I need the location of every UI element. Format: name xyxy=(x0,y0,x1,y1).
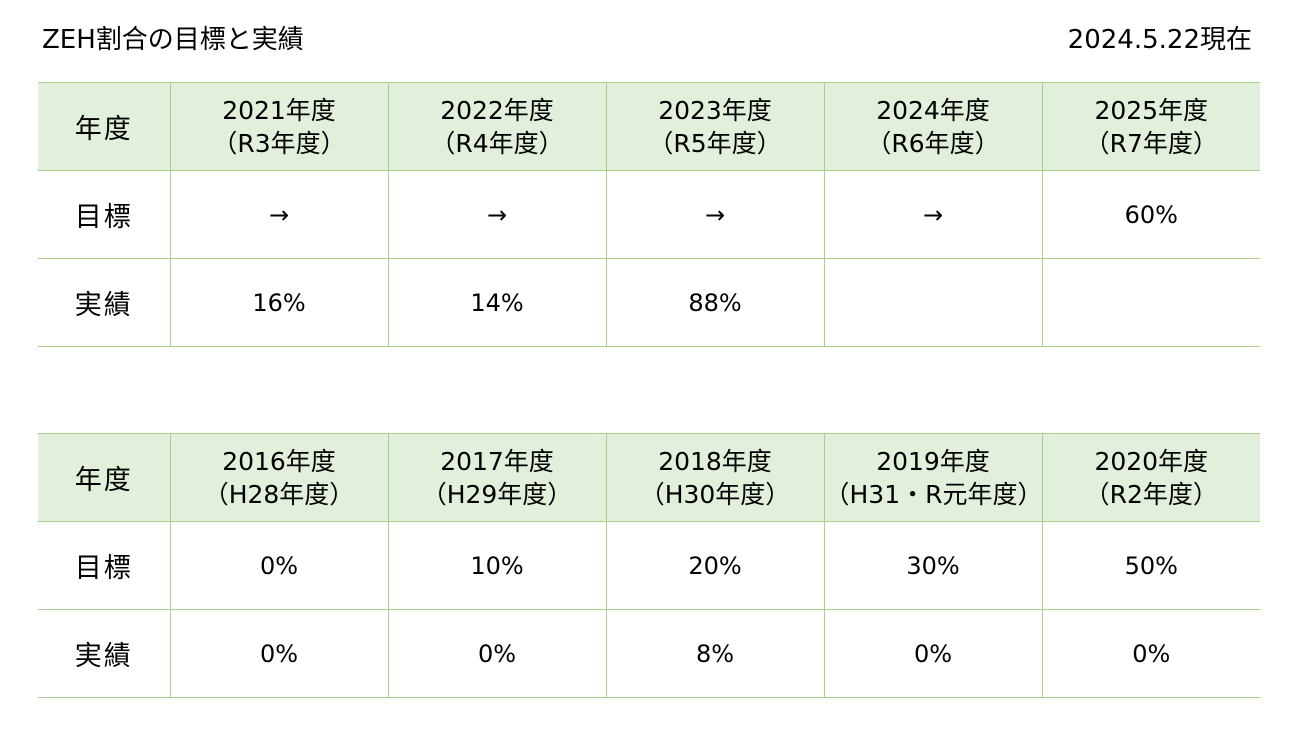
fiscal-year: 2021年度 xyxy=(222,95,336,125)
target-value: → xyxy=(169,170,388,259)
actual-value xyxy=(1041,258,1260,347)
era-year: （H28年度） xyxy=(203,479,355,509)
era-year: （H31・R元年度） xyxy=(824,479,1043,509)
actual-value: 0% xyxy=(387,609,606,698)
as-of-date: 2024.5.22現在 xyxy=(1067,25,1252,55)
era-year: （R7年度） xyxy=(1084,128,1218,158)
actual-value: 88% xyxy=(605,258,824,347)
era-year: （H30年度） xyxy=(639,479,791,509)
era-year: （R6年度） xyxy=(866,128,1000,158)
table-header-row: 年度 2021年度 （R3年度） 2022年度 （R4年度） 2023年度 （R… xyxy=(38,82,1260,171)
target-row: 目標 → → → → 60% xyxy=(38,170,1260,259)
era-year: （R5年度） xyxy=(648,128,782,158)
row-label-target: 目標 xyxy=(38,170,170,259)
target-value: 0% xyxy=(169,521,388,610)
page-title: ZEH割合の目標と実績 xyxy=(42,25,304,55)
fiscal-year: 2023年度 xyxy=(658,95,772,125)
fiscal-year-header: 2018年度 （H30年度） xyxy=(605,433,824,522)
era-year: （R3年度） xyxy=(212,128,346,158)
actual-value: 0% xyxy=(823,609,1042,698)
actual-value xyxy=(823,258,1042,347)
target-value: 30% xyxy=(823,521,1042,610)
actual-value: 14% xyxy=(387,258,606,347)
fiscal-year: 2025年度 xyxy=(1094,95,1209,125)
target-value: → xyxy=(605,170,824,259)
target-value: → xyxy=(387,170,606,259)
actual-row: 実績 16% 14% 88% xyxy=(38,258,1260,347)
row-label-year: 年度 xyxy=(38,82,170,171)
row-label-actual: 実績 xyxy=(38,258,170,347)
fiscal-year-header: 2017年度 （H29年度） xyxy=(387,433,606,522)
row-label-actual: 実績 xyxy=(38,609,170,698)
fiscal-year-header: 2025年度 （R7年度） xyxy=(1041,82,1260,171)
actual-value: 0% xyxy=(1041,609,1260,698)
zeh-table-recent: 年度 2021年度 （R3年度） 2022年度 （R4年度） 2023年度 （R… xyxy=(38,82,1260,347)
era-year: （R4年度） xyxy=(430,128,564,158)
fiscal-year-header: 2019年度 （H31・R元年度） xyxy=(823,433,1043,522)
fiscal-year-header: 2021年度 （R3年度） xyxy=(169,82,388,171)
target-value: → xyxy=(823,170,1042,259)
actual-row: 実績 0% 0% 8% 0% 0% xyxy=(38,609,1260,698)
actual-value: 16% xyxy=(169,258,388,347)
fiscal-year: 2022年度 xyxy=(440,95,554,125)
fiscal-year-header: 2016年度 （H28年度） xyxy=(169,433,388,522)
fiscal-year-header: 2020年度 （R2年度） xyxy=(1041,433,1260,522)
actual-value: 0% xyxy=(169,609,388,698)
row-label-year: 年度 xyxy=(38,433,170,522)
target-value: 20% xyxy=(605,521,824,610)
fiscal-year-header: 2024年度 （R6年度） xyxy=(823,82,1042,171)
fiscal-year: 2017年度 xyxy=(440,446,554,476)
fiscal-year: 2019年度 xyxy=(876,446,990,476)
fiscal-year: 2016年度 xyxy=(222,446,336,476)
era-year: （R2年度） xyxy=(1084,479,1218,509)
target-value: 50% xyxy=(1041,521,1260,610)
fiscal-year-header: 2023年度 （R5年度） xyxy=(605,82,824,171)
target-value: 60% xyxy=(1041,170,1260,259)
target-value: 10% xyxy=(387,521,606,610)
fiscal-year: 2018年度 xyxy=(658,446,772,476)
actual-value: 8% xyxy=(605,609,824,698)
table-header-row: 年度 2016年度 （H28年度） 2017年度 （H29年度） 2018年度 … xyxy=(38,433,1260,522)
era-year: （H29年度） xyxy=(421,479,573,509)
fiscal-year: 2020年度 xyxy=(1094,446,1209,476)
target-row: 目標 0% 10% 20% 30% 50% xyxy=(38,521,1260,610)
fiscal-year: 2024年度 xyxy=(876,95,990,125)
row-label-target: 目標 xyxy=(38,521,170,610)
fiscal-year-header: 2022年度 （R4年度） xyxy=(387,82,606,171)
zeh-table-past: 年度 2016年度 （H28年度） 2017年度 （H29年度） 2018年度 … xyxy=(38,433,1260,698)
